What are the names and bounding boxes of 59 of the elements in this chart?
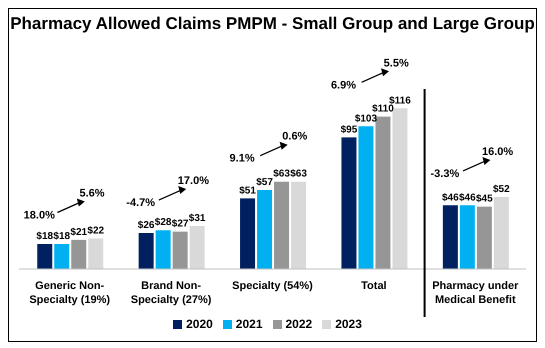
bar — [375, 116, 390, 269]
annotation: 17.0% — [178, 175, 210, 188]
annotation: 18.0% — [24, 210, 56, 222]
bar — [54, 244, 70, 269]
bar — [172, 232, 188, 269]
data-label: $103 — [354, 113, 378, 124]
annotation: 9.1% — [230, 152, 255, 165]
bar — [156, 230, 171, 269]
data-label: $46 — [442, 192, 460, 204]
legend-label: 2023 — [335, 317, 362, 331]
data-label: $18 — [36, 231, 54, 242]
x-tick-label: Total — [361, 280, 387, 292]
x-tick-label: Generic Non-Specialty (19%) — [29, 280, 110, 306]
data-label: $110 — [372, 104, 394, 115]
data-label: $63 — [290, 168, 308, 180]
bar — [476, 206, 492, 269]
bar — [257, 190, 272, 269]
bar — [88, 238, 104, 269]
data-label: $26 — [138, 220, 155, 231]
data-label: $46 — [459, 192, 476, 204]
data-label: $28 — [154, 217, 172, 228]
data-label: $27 — [172, 218, 189, 230]
bar — [190, 226, 205, 269]
x-tick-label: Pharmacy under Medical Benefit — [432, 280, 520, 306]
bar — [274, 182, 290, 269]
data-label: $22 — [87, 226, 105, 237]
legend-label: 2022 — [286, 317, 312, 331]
annotation: -3.3% — [430, 168, 460, 180]
data-label: $31 — [188, 213, 206, 224]
annotation: -4.7% — [126, 197, 156, 210]
bar — [240, 198, 256, 269]
text: 6.9% — [330, 79, 356, 92]
text: 5.5% — [384, 57, 409, 70]
data-label: $45 — [476, 194, 494, 205]
legend-label: 2020 — [186, 317, 213, 331]
bar — [358, 126, 374, 269]
annotation: 16.0% — [482, 146, 514, 158]
data-label: $18 — [53, 231, 71, 242]
bar — [442, 205, 458, 269]
data-label: $52 — [493, 184, 510, 195]
bar — [37, 244, 52, 269]
bar — [494, 196, 509, 269]
annotation: 0.6% — [282, 130, 308, 143]
bar — [392, 108, 408, 269]
legend-label: 2021 — [236, 317, 262, 331]
bar — [341, 137, 356, 269]
annotation: 5.6% — [79, 188, 105, 200]
bar — [138, 232, 154, 269]
data-label: $95 — [340, 124, 358, 136]
data-label: $57 — [256, 177, 274, 188]
data-label: $63 — [273, 168, 290, 180]
bar — [71, 240, 86, 269]
data-label: $21 — [70, 226, 88, 238]
data-label: $51 — [239, 185, 256, 196]
chart-title: Pharmacy Allowed Claims PMPM - Small Group and Large Group — [9, 13, 536, 35]
bar — [460, 205, 475, 269]
bar — [291, 182, 306, 269]
x-tick-label: Brand Non-Specialty (27%) — [130, 280, 212, 306]
x-tick-label: Specialty (54%) — [232, 280, 314, 292]
